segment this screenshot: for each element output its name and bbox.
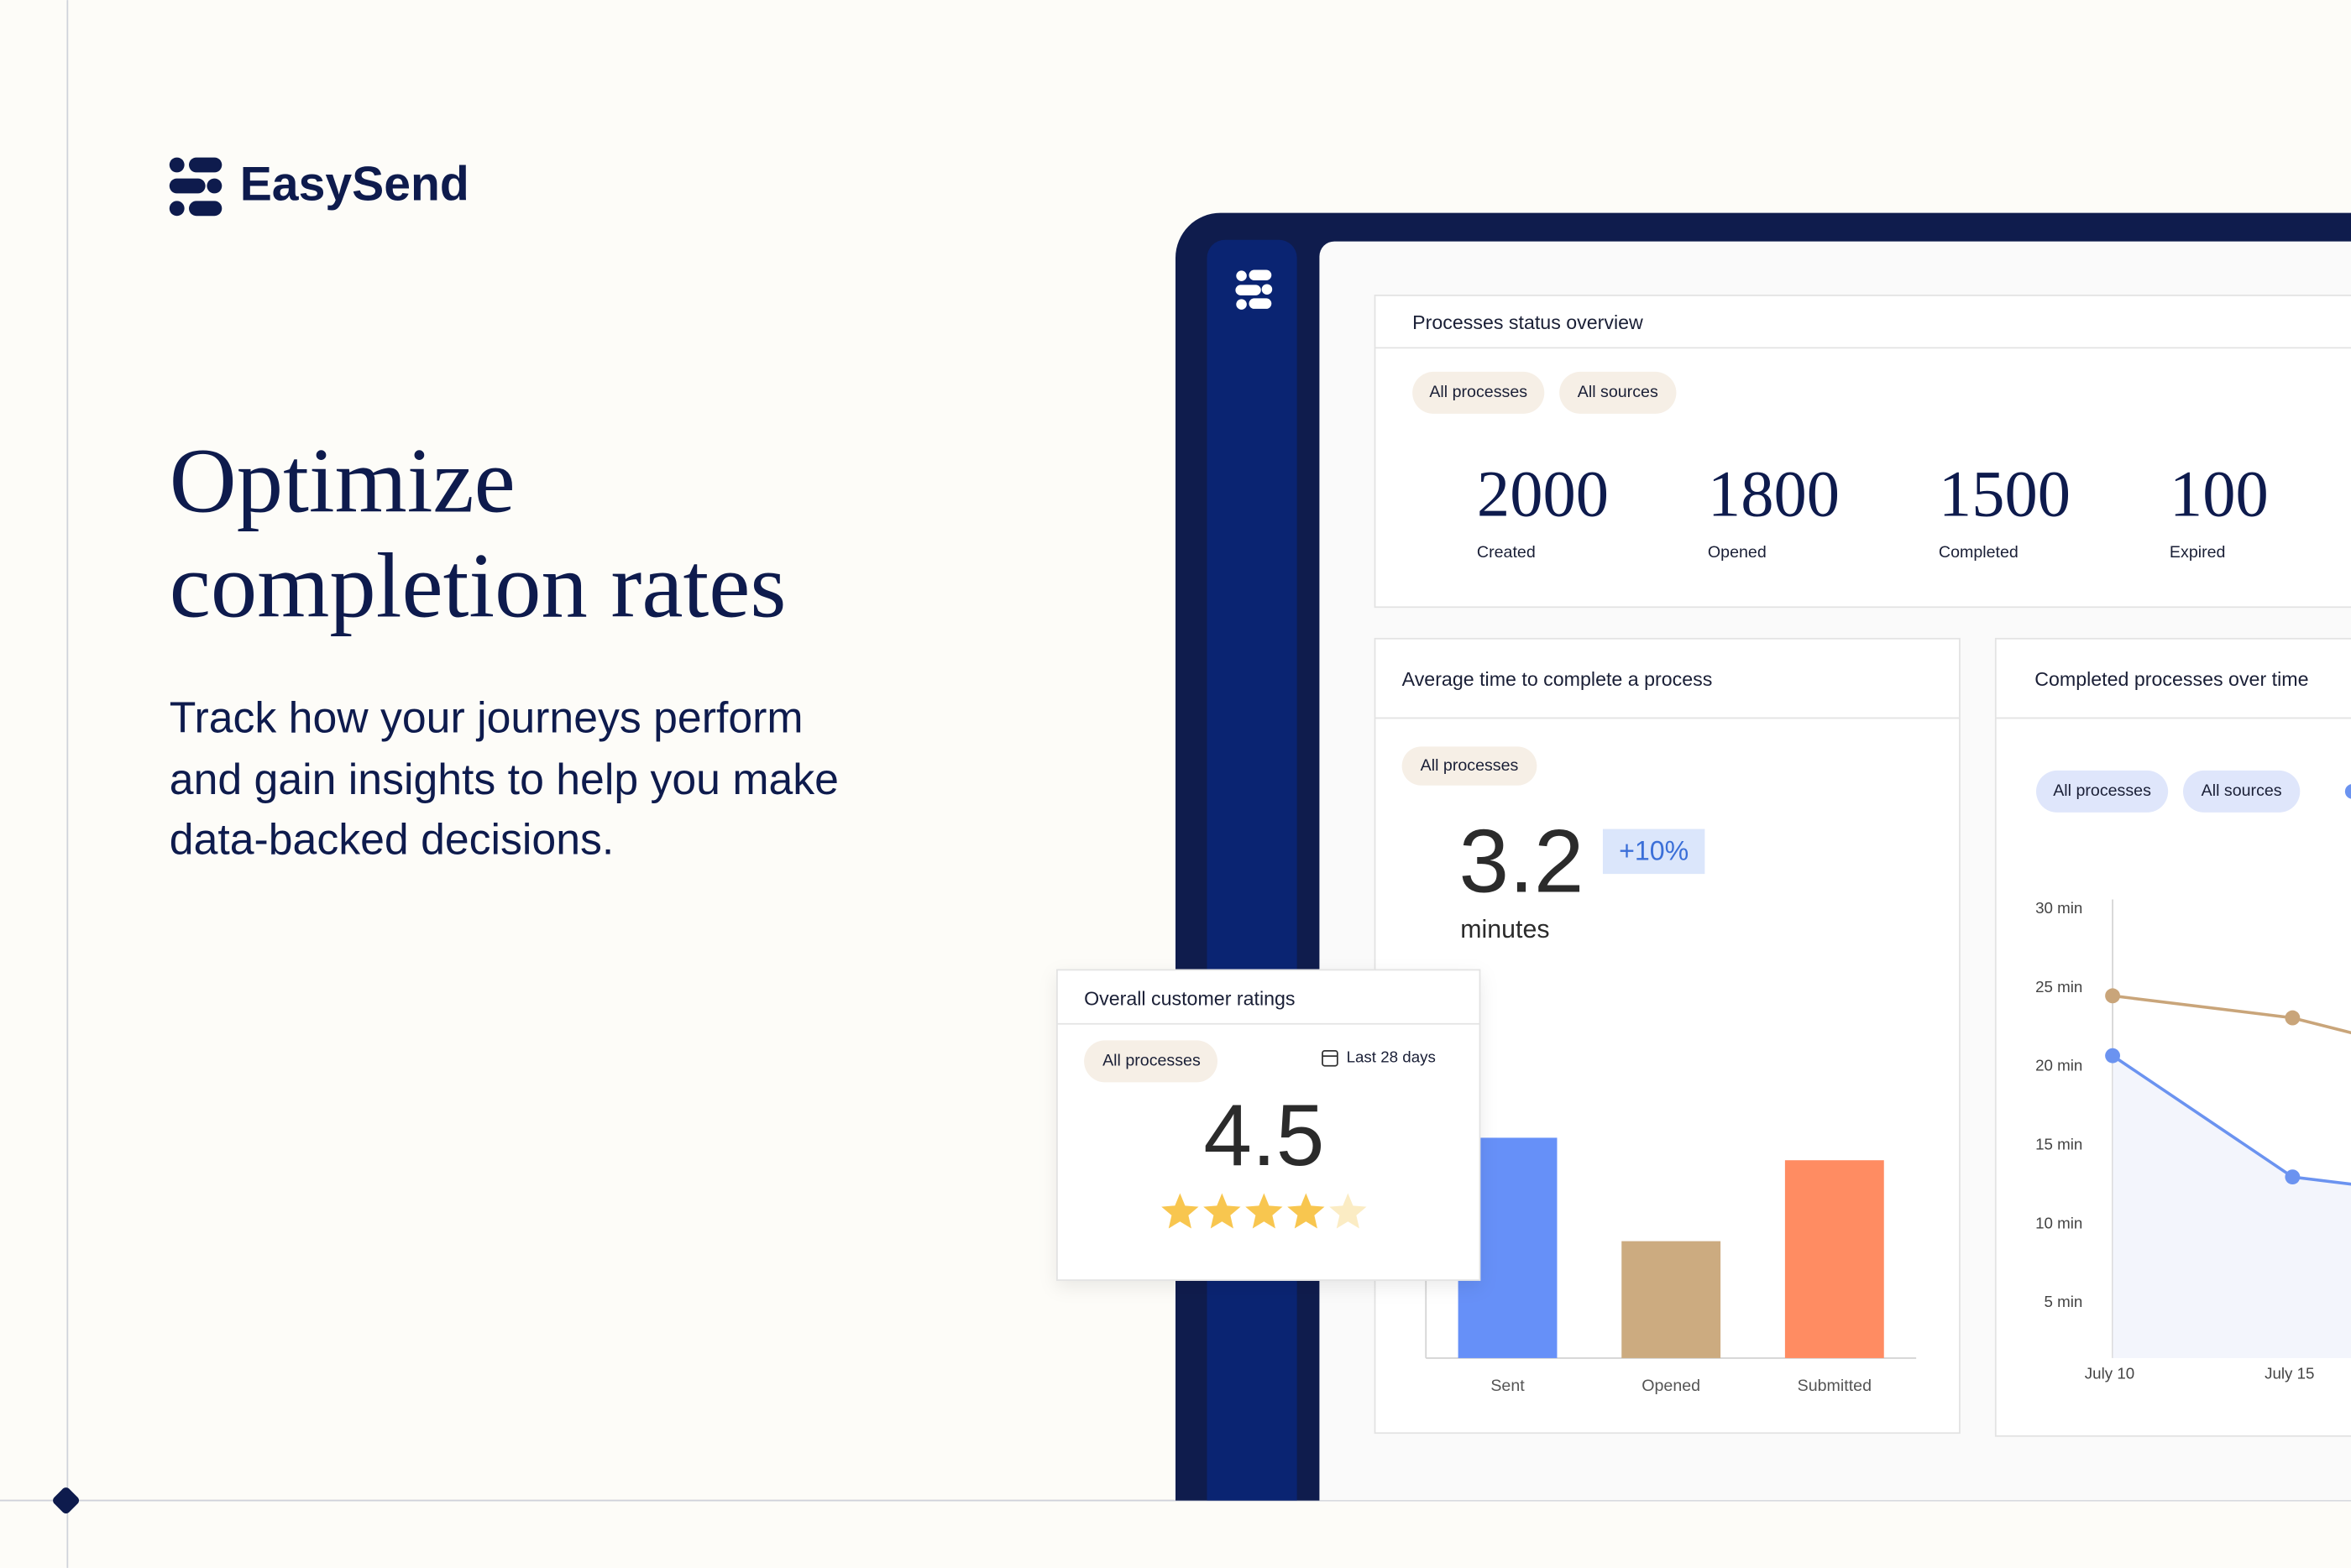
star	[1203, 1193, 1241, 1229]
card-title: Completed processes over time	[2034, 668, 2308, 690]
period-label[interactable]: Last 28 days	[1347, 1048, 1436, 1066]
stat-label: Opened	[1708, 543, 1767, 562]
star	[1161, 1193, 1199, 1229]
point	[2105, 1048, 2120, 1064]
x-tick-label: July 10	[2085, 1365, 2134, 1382]
stat-value: 1800	[1708, 457, 1840, 531]
card-title: Overall customer ratings	[1084, 987, 1295, 1009]
y-tick-label: 15 min	[2035, 1136, 2082, 1153]
filter-pill[interactable]	[1559, 371, 1677, 414]
filter-label[interactable]: All processes	[1429, 383, 1527, 401]
bar	[1621, 1241, 1721, 1358]
filter-pill[interactable]	[1401, 746, 1537, 786]
card-title: Average time to complete a process	[1402, 668, 1713, 690]
headline: completion rates	[170, 533, 787, 636]
diamond	[53, 1487, 80, 1514]
card-title: Processes status overview	[1412, 311, 1643, 333]
x-tick-label: July 15	[2265, 1365, 2314, 1382]
stat-value: 100	[2170, 457, 2269, 531]
stat-value: 1500	[1939, 457, 2071, 531]
line-chart: 5 min 10 min 15 min 20 min 25 min 30 min July …	[2035, 899, 2351, 1382]
sidebar	[1207, 239, 1297, 1501]
star	[1245, 1193, 1283, 1229]
y-tick-label: 5 min	[2044, 1293, 2082, 1310]
stat-value: 2000	[1477, 457, 1609, 531]
star	[1287, 1193, 1325, 1229]
brand: EasySend	[240, 157, 469, 211]
sidebar-logo	[1235, 269, 1273, 310]
y-tick-label: 20 min	[2035, 1057, 2082, 1074]
calendar-icon	[1322, 1049, 1338, 1067]
bar	[1784, 1160, 1884, 1358]
metric-value: 3.2	[1459, 810, 1584, 911]
change-badge	[1602, 828, 1705, 875]
subtext: data-backed decisions.	[170, 814, 615, 863]
area	[2113, 1055, 2351, 1358]
logo-icon	[169, 157, 223, 217]
filter-pill[interactable]	[2183, 770, 2301, 813]
rating-value: 4.5	[1203, 1086, 1324, 1184]
filter-pill[interactable]	[1412, 371, 1545, 414]
pill-dot	[2344, 784, 2351, 799]
y-tick-label: 10 min	[2035, 1214, 2082, 1231]
y-tick-label: 25 min	[2035, 978, 2082, 996]
filter-label[interactable]: All processes	[2053, 781, 2151, 800]
stars	[1161, 1193, 1367, 1229]
subtext: Track how your journeys perform	[170, 693, 804, 742]
change-label: +10%	[1619, 836, 1689, 866]
stat-label: Expired	[2170, 543, 2226, 562]
filter-label[interactable]: All processes	[1102, 1052, 1201, 1070]
device: Processes status overview All processes …	[1176, 212, 2351, 1501]
ratings-card	[1056, 969, 1481, 1281]
filter-label[interactable]: All sources	[1578, 383, 1658, 401]
stat-label: Created	[1477, 543, 1536, 562]
metric-unit: minutes	[1460, 916, 1549, 943]
filter-label[interactable]: All processes	[1421, 756, 1519, 775]
filter-label[interactable]: All sources	[2202, 781, 2282, 800]
filter-pill[interactable]	[2036, 770, 2169, 813]
star	[1329, 1193, 1367, 1229]
stats: 2000 Created 1800 Opened 1500 Completed 100 Exp…	[1477, 457, 2269, 562]
y-tick-label: 30 min	[2035, 899, 2082, 917]
point	[2105, 988, 2120, 1004]
filter-pill[interactable]	[1084, 1040, 1217, 1083]
x-tick-label: Sent	[1490, 1377, 1525, 1395]
subtext: and gain insights to help you make	[170, 755, 839, 803]
headline: Optimize	[170, 428, 516, 531]
x-tick-label: Submitted	[1798, 1377, 1872, 1395]
point	[2285, 1169, 2301, 1185]
x-tick-label: Opened	[1642, 1377, 1700, 1395]
stat-label: Completed	[1939, 543, 2019, 562]
point	[2285, 1010, 2301, 1026]
